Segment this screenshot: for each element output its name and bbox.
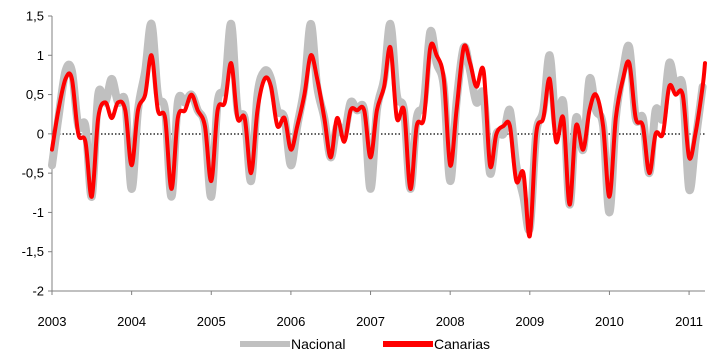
- x-tick-label: 2009: [515, 314, 544, 329]
- x-tick-label: 2007: [356, 314, 385, 329]
- series-line-canarias: [50, 41, 707, 239]
- x-tick-label: 2011: [675, 314, 703, 329]
- x-axis-ticks: 2003 2004 2005 2006 2007 2008 2009 2010 2011: [38, 291, 703, 329]
- y-tick-label: -1: [32, 205, 44, 220]
- y-tick-label: 1,5: [26, 9, 44, 24]
- y-tick-label: -0,5: [22, 166, 44, 181]
- x-tick-label: 2006: [276, 314, 305, 329]
- y-tick-label: 0,5: [26, 87, 44, 102]
- x-tick-label: 2004: [117, 314, 146, 329]
- legend: Nacional Canarias: [240, 336, 490, 352]
- y-tick-label: -1,5: [22, 244, 44, 259]
- y-tick-label: 1: [37, 48, 44, 63]
- y-tick-label: -2: [32, 284, 44, 299]
- x-tick-label: 2010: [595, 314, 624, 329]
- x-tick-label: 2008: [436, 314, 465, 329]
- x-tick-label: 2005: [197, 314, 226, 329]
- x-tick-label: 2003: [38, 314, 67, 329]
- series-layer: [48, 19, 707, 239]
- legend-label-canarias: Canarias: [434, 336, 490, 352]
- y-axis-ticks: 1,5 1 0,5 0 -0,5 -1 -1,5 -2: [22, 9, 52, 299]
- legend-label-nacional: Nacional: [291, 336, 345, 352]
- y-tick-label: 0: [37, 126, 44, 141]
